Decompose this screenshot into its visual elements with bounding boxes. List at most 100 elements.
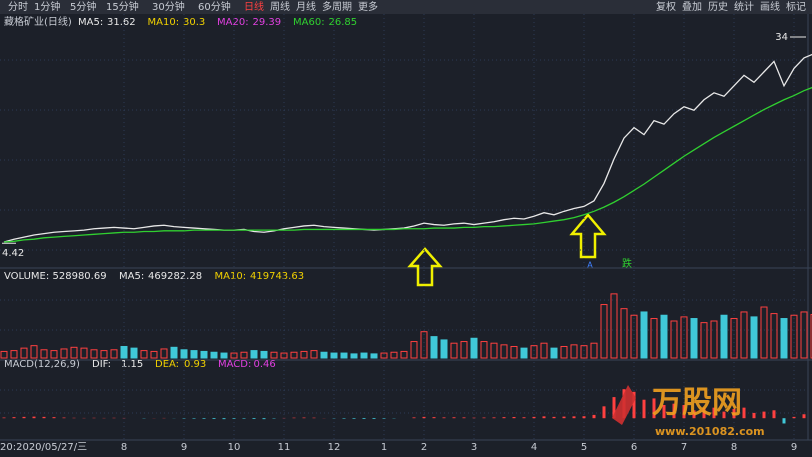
volume-bar (770, 313, 778, 359)
x-tick-label: 8 (121, 442, 127, 453)
volume-bar (680, 316, 688, 359)
toolbar-tab[interactable]: 更多 (358, 0, 378, 13)
volume-bar (670, 320, 678, 359)
volume-bar (340, 352, 348, 359)
volume-bar (660, 314, 668, 359)
legend-value: 26.85 (329, 17, 358, 28)
volume-bar (120, 345, 128, 359)
toolbar-tab[interactable]: 15分钟 (106, 0, 139, 13)
watermark-logo (612, 385, 636, 425)
chart-area (0, 14, 812, 453)
volume-bar (210, 351, 218, 359)
legend-label: MA20: (217, 17, 249, 28)
x-tick-label: 6 (631, 442, 637, 453)
volume-bar (510, 345, 518, 359)
legend-label: MA60: (293, 17, 325, 28)
arrow-up (407, 247, 443, 287)
toolbar-button[interactable]: 统计 (734, 0, 754, 13)
volume-bar (370, 353, 378, 359)
x-tick-label: 3 (471, 442, 477, 453)
legend-label: VOLUME: (4, 271, 49, 282)
low-price-label: 4.42 (2, 248, 24, 259)
x-tick-label: 11 (278, 442, 291, 453)
legend-label: MA5: (78, 17, 103, 28)
volume-bar (190, 350, 198, 359)
volume-bar (400, 350, 408, 359)
volume-bar (200, 350, 208, 359)
toolbar-tab[interactable]: 多周期 (322, 0, 352, 13)
high-price-label: 34 (775, 32, 788, 43)
x-tick-label: 20:2020/05/27/三 (0, 442, 87, 453)
watermark-url: www.201082.com (655, 425, 765, 438)
volume-bar (600, 304, 608, 359)
toolbar-tab[interactable]: 分时 (8, 1, 28, 13)
volume-bar (180, 349, 188, 359)
volume-bar (220, 352, 228, 359)
volume-bar (590, 342, 598, 359)
volume-bar (100, 350, 108, 359)
watermark: 万股网 www.201082.com (612, 385, 765, 438)
volume-bar (310, 350, 318, 359)
volume-bar (620, 308, 628, 359)
legend-label: DEA: (155, 359, 179, 370)
event-marker: 跌 (622, 257, 632, 270)
volume-bar (280, 352, 288, 359)
volume-bar (270, 351, 278, 359)
legend-label: MA10: (215, 271, 247, 282)
legend-value: 469282.28 (148, 271, 202, 282)
toolbar-tab[interactable]: 周线 (270, 0, 290, 13)
volume-bar (500, 344, 508, 359)
toolbar-button[interactable]: 复权 (656, 0, 676, 13)
toolbar (0, 0, 812, 14)
volume-bar (580, 345, 588, 359)
volume-bar (360, 352, 368, 359)
volume-bar (480, 341, 488, 359)
volume-bar (380, 352, 388, 359)
volume-bar (530, 345, 538, 359)
toolbar-tab[interactable]: 月线 (296, 0, 316, 13)
legend-value: 419743.63 (250, 271, 304, 282)
volume-bar (810, 314, 812, 359)
toolbar-button[interactable]: 画线 (760, 0, 780, 13)
volume-bar (460, 341, 468, 359)
toolbar-button[interactable]: 叠加 (682, 1, 702, 13)
volume-bar (70, 346, 78, 359)
volume-bar (760, 306, 768, 359)
volume-bar (0, 350, 8, 359)
volume-bar (570, 344, 578, 359)
toolbar-tab[interactable]: 30分钟 (152, 0, 185, 13)
volume-bar (150, 350, 158, 359)
toolbar-button[interactable]: 标记 (786, 1, 806, 13)
legend-value: 31.62 (107, 17, 136, 28)
x-tick-label: 9 (791, 442, 797, 453)
x-tick-label: 5 (581, 442, 587, 453)
volume-bar (700, 322, 708, 359)
legend-label: MA5: (119, 271, 144, 282)
toolbar-button[interactable]: 历史 (708, 1, 728, 13)
volume-bar (60, 348, 68, 359)
volume-bar (320, 351, 328, 359)
volume-bar (630, 314, 638, 359)
volume-bar (260, 350, 268, 359)
volume-bar (20, 347, 28, 359)
price-line (3, 86, 812, 243)
x-tick-label: 7 (681, 442, 687, 453)
x-tick-label: 2 (421, 442, 427, 453)
legend-value: 0.93 (184, 359, 206, 370)
volume-bar (430, 336, 438, 359)
toolbar-tab[interactable]: 60分钟 (198, 0, 231, 13)
volume-bar (140, 350, 148, 359)
volume-bar (650, 318, 658, 359)
volume-bar (450, 342, 458, 359)
toolbar-tab[interactable]: 5分钟 (70, 0, 96, 13)
volume-bar (550, 347, 558, 359)
volume-bar (10, 350, 18, 359)
volume-bar (110, 349, 118, 359)
volume-bar (720, 314, 728, 359)
toolbar-tab[interactable]: 日线 (244, 0, 264, 13)
volume-bar (690, 318, 698, 359)
legend-value: 528980.69 (53, 271, 107, 282)
volume-bar (490, 342, 498, 359)
toolbar-tab[interactable]: 1分钟 (34, 0, 60, 13)
